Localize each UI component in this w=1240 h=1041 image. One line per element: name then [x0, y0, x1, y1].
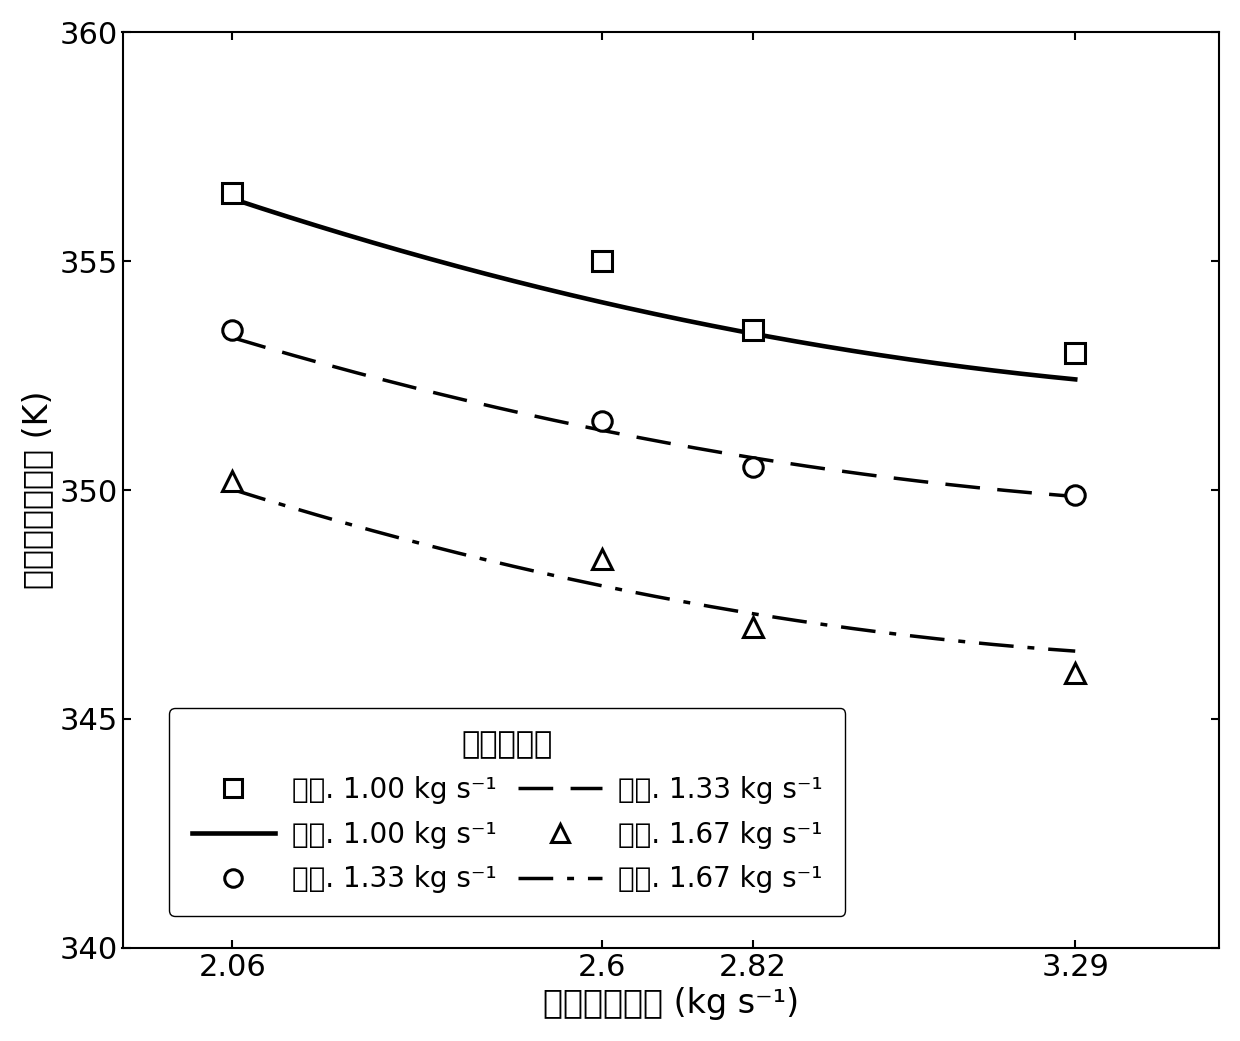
Legend: 实验. 1.00 kg s⁻¹, 模型. 1.00 kg s⁻¹, 实验. 1.33 kg s⁻¹, 模型. 1.33 kg s⁻¹, 实验. 1.67 kg : 实验. 1.00 kg s⁻¹, 模型. 1.00 kg s⁻¹, 实验. 1.… — [170, 708, 846, 915]
Y-axis label: 冷却液出口温度 (K): 冷却液出口温度 (K) — [21, 390, 53, 589]
X-axis label: 空气质量流量 (kg s⁻¹): 空气质量流量 (kg s⁻¹) — [543, 987, 799, 1020]
